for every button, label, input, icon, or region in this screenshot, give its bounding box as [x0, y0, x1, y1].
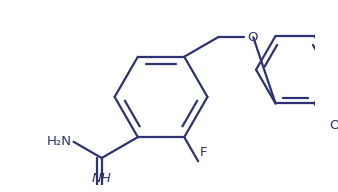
Text: H₂N: H₂N: [47, 135, 72, 148]
Text: NH: NH: [92, 172, 112, 185]
Text: F: F: [200, 146, 208, 159]
Text: O: O: [330, 119, 338, 132]
Text: O: O: [247, 31, 257, 44]
